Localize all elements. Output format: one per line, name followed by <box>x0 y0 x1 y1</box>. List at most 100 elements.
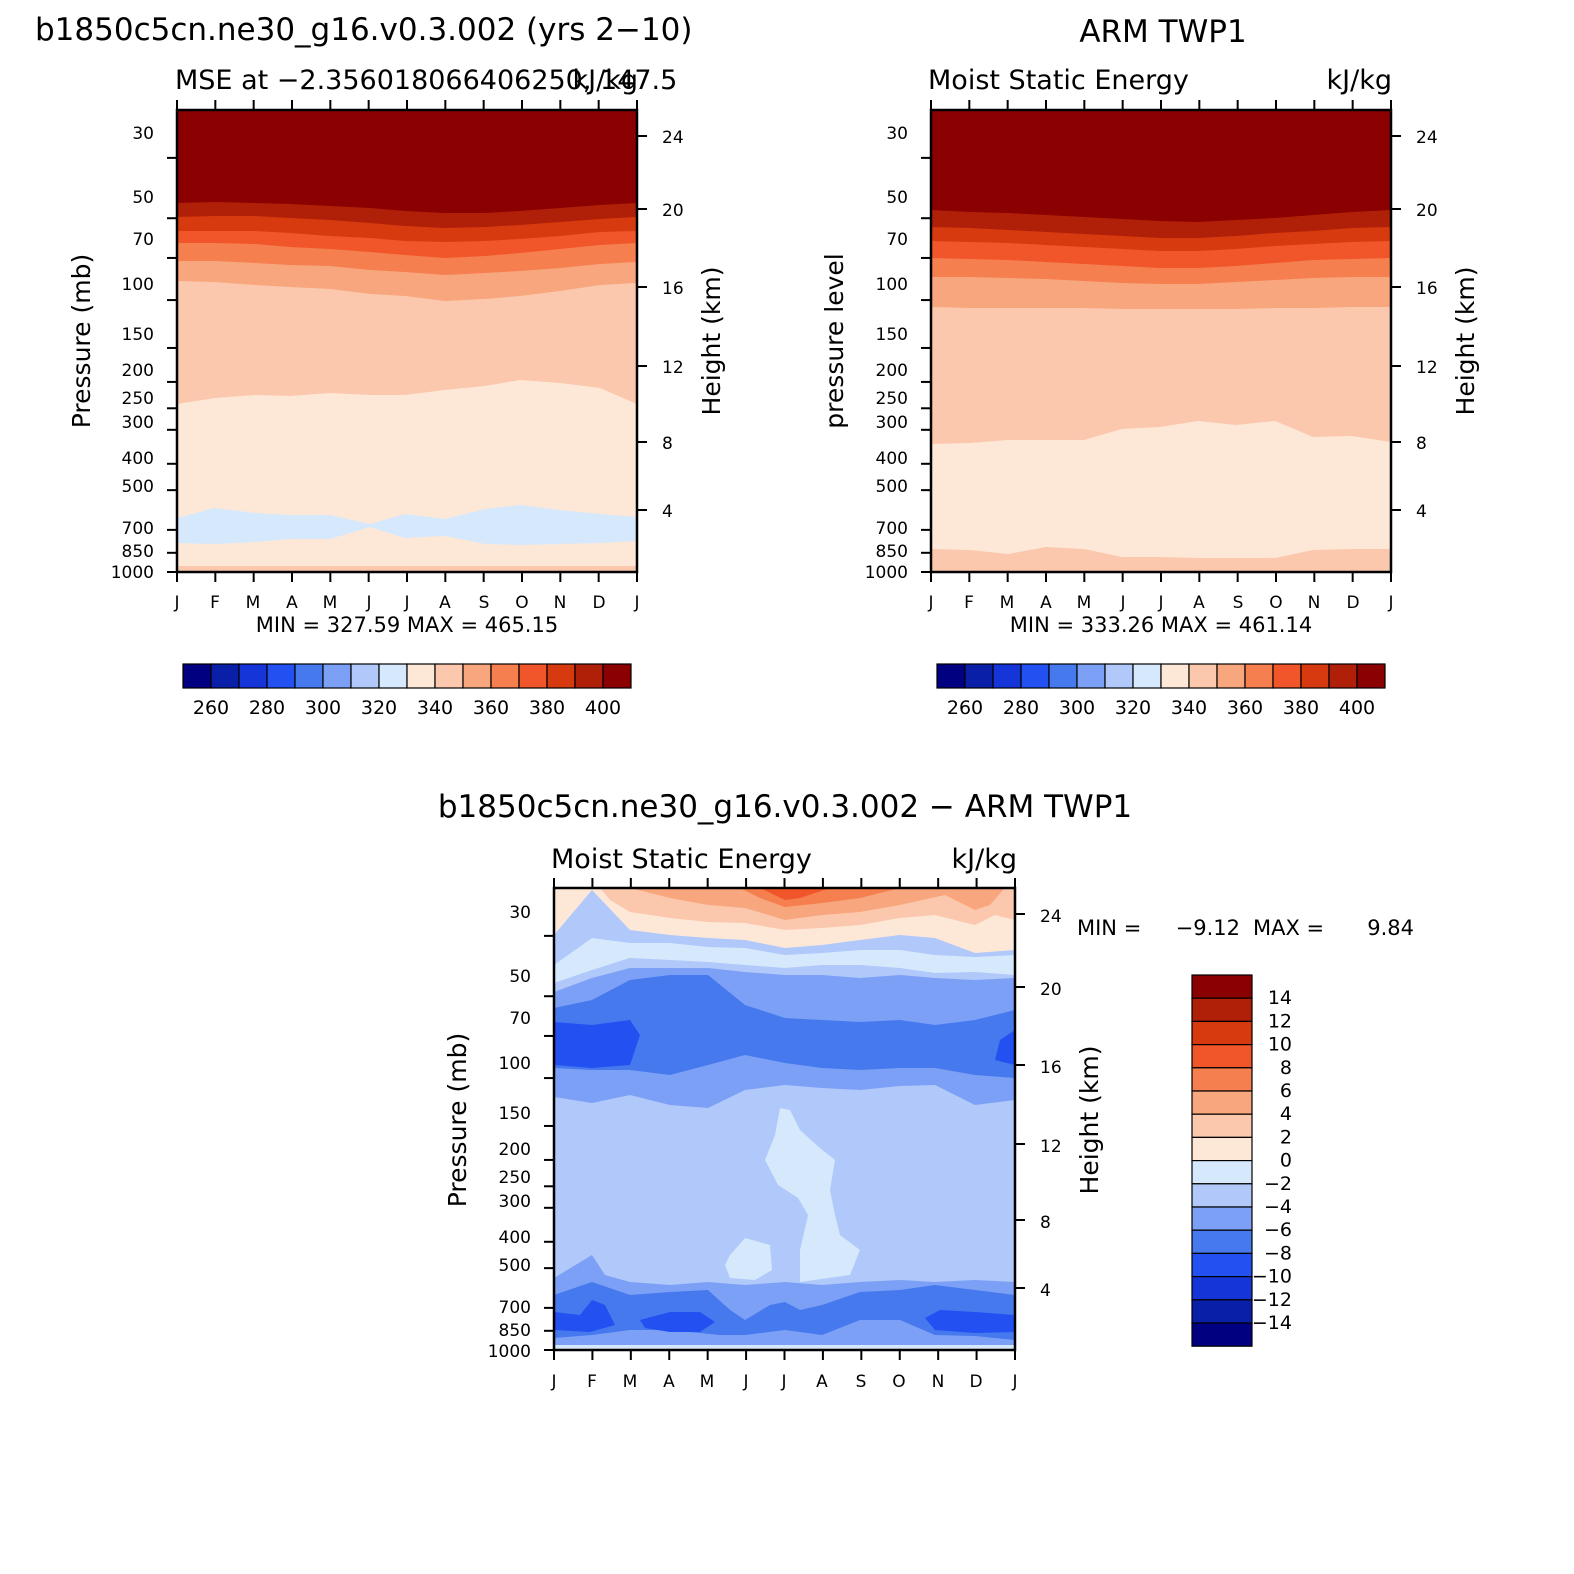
colorbar-box <box>1076 663 1106 689</box>
x-tick-label: D <box>969 1372 982 1392</box>
colorbar-box <box>294 663 324 689</box>
colorbar-box <box>462 663 492 689</box>
y-tick-label: 400 <box>122 449 154 469</box>
y-tick-label: 850 <box>122 542 154 562</box>
colorbar-box <box>1191 1136 1253 1162</box>
colorbar-box <box>574 663 604 689</box>
y-tick-label: 70 <box>132 230 154 250</box>
colorbar-label: 320 <box>361 697 397 719</box>
colorbar-label: 8 <box>1280 1057 1292 1079</box>
x-tick-label: O <box>1269 593 1282 613</box>
contour-minus2-0-blob <box>725 1238 772 1280</box>
colorbar-label: 0 <box>1280 1150 1292 1172</box>
colorbar-label: 380 <box>529 697 565 719</box>
colorbar-box <box>1328 663 1358 689</box>
y-tick-label: 150 <box>122 325 154 345</box>
colorbar-label: −8 <box>1264 1242 1292 1264</box>
y2-tick-label: 24 <box>662 128 684 148</box>
colorbar-box <box>1191 1252 1253 1278</box>
colorbar-box <box>1191 1020 1253 1046</box>
x-tick-label: J <box>633 593 639 613</box>
y-tick-label: 300 <box>122 413 154 433</box>
x-tick-label: M <box>246 593 261 613</box>
y-tick-label: 30 <box>132 124 154 144</box>
y-tick-label: 500 <box>876 477 908 497</box>
y-tick-label: 850 <box>876 542 908 562</box>
colorbar-box <box>1216 663 1246 689</box>
panel-diff-left-label: Moist Static Energy <box>551 844 812 875</box>
y-tick-label: 200 <box>122 361 154 381</box>
colorbar-box <box>378 663 408 689</box>
panel-diff-plot <box>554 888 1015 1350</box>
y2-tick-label: 24 <box>1416 128 1438 148</box>
panel-diff-ylabel: Pressure (mb) <box>443 1033 472 1207</box>
colorbar-box <box>1048 663 1078 689</box>
colorbar-box <box>964 663 994 689</box>
y-tick-label: 100 <box>122 275 154 295</box>
colorbar-box <box>322 663 352 689</box>
y2-tick-label: 12 <box>1416 358 1438 378</box>
x-tick-label: N <box>932 1372 945 1392</box>
colorbar-box <box>490 663 520 689</box>
x-tick-label: N <box>1308 593 1321 613</box>
panel-diff-yticks: 30 50 70 100 150 200 250 300 400 500 700… <box>488 903 531 1362</box>
colorbar-box <box>1191 1229 1253 1254</box>
y-tick-label: 1000 <box>111 563 154 583</box>
colorbar-label: 14 <box>1268 987 1292 1009</box>
y2-tick-label: 4 <box>662 502 673 522</box>
x-tick-label: J <box>403 593 409 613</box>
x-tick-label: M <box>623 1372 638 1392</box>
panel-diff-units: kJ/kg <box>952 844 1017 875</box>
x-tick-label: J <box>550 1372 556 1392</box>
panel-model-y2label: Height (km) <box>697 267 726 416</box>
colorbar-label: 340 <box>1171 697 1207 719</box>
colorbar-label: 280 <box>1003 697 1039 719</box>
y-tick-label: 70 <box>509 1009 531 1029</box>
x-tick-label: J <box>780 1372 786 1392</box>
y-tick-label: 200 <box>876 361 908 381</box>
y-tick-label: 50 <box>132 188 154 208</box>
y-tick-label: 250 <box>499 1168 531 1188</box>
x-tick-label: J <box>1011 1372 1017 1392</box>
x-tick-label: M <box>323 593 338 613</box>
colorbar-box <box>1191 1067 1253 1092</box>
panel-obs-units: kJ/kg <box>1327 65 1392 96</box>
colorbar-label: 360 <box>1227 697 1263 719</box>
y-tick-label: 1000 <box>865 563 908 583</box>
colorbar-box <box>1191 1159 1253 1185</box>
panel-obs-y2label: Height (km) <box>1451 267 1480 416</box>
y-tick-label: 150 <box>499 1104 531 1124</box>
colorbar-label: −12 <box>1252 1289 1292 1311</box>
colorbar-label: 300 <box>1059 697 1095 719</box>
panel-model-ylabel: Pressure (mb) <box>67 254 96 428</box>
y-tick-label: 100 <box>499 1054 531 1074</box>
contour-minus10-minus8-right <box>995 1030 1015 1065</box>
colorbar-label: 6 <box>1280 1080 1292 1102</box>
colorbar-label: 260 <box>947 697 983 719</box>
y-tick-label: 50 <box>509 967 531 987</box>
y2-tick-label: 12 <box>662 358 684 378</box>
y2-tick-label: 8 <box>1040 1213 1051 1233</box>
panel-obs-title: ARM TWP1 <box>1079 14 1246 50</box>
x-tick-label: J <box>365 593 371 613</box>
x-tick-label: J <box>1387 593 1393 613</box>
y-tick-label: 500 <box>122 477 154 497</box>
minmax-min-value: −9.12 <box>1176 916 1240 940</box>
x-tick-label: N <box>554 593 567 613</box>
y-tick-label: 100 <box>876 275 908 295</box>
y-tick-label: 250 <box>876 389 908 409</box>
x-tick-label: F <box>210 593 220 613</box>
x-tick-label: D <box>1346 593 1359 613</box>
x-tick-label: A <box>439 593 451 613</box>
minmax-min-label: MIN = <box>1077 916 1141 940</box>
colorbar-label: 400 <box>585 697 621 719</box>
panel-model-xticks: J F M A M J J A S O N D J <box>173 593 639 613</box>
y-tick-label: 250 <box>122 389 154 409</box>
panel-obs-ylabel: pressure level <box>820 253 849 428</box>
y-tick-label: 850 <box>499 1321 531 1341</box>
colorbar-box <box>406 663 436 689</box>
contour-340-350 <box>931 421 1391 572</box>
x-tick-label: J <box>1157 593 1163 613</box>
